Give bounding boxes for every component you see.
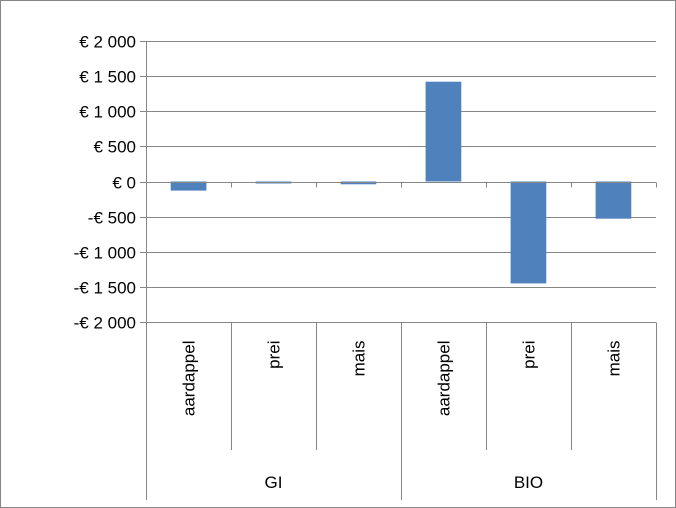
bar [170,181,207,191]
category-label: aardappel [180,341,199,417]
y-axis-tick-labels: € 2 000 € 1 500 € 1 000 € 500 € 0 -€ 500 -€ 1 … [74,33,136,333]
y-tick-label: -€ 500 [88,209,136,228]
y-tick-label: -€ 1 500 [74,279,136,298]
category-label: prei [265,341,284,369]
y-tick-label: € 1 500 [79,68,136,87]
y-tick-label: € 0 [112,174,136,193]
bar [595,181,632,219]
bars [170,81,632,284]
bar [510,181,547,284]
group-label: BIO [514,473,543,492]
y-tick-label: -€ 1 000 [74,244,136,263]
category-label: mais [605,341,624,377]
y-tick-label: € 1 000 [79,103,136,122]
category-label: prei [520,341,539,369]
y-tick-label: € 2 000 [79,33,136,52]
y-tick-label: -€ 2 000 [74,314,136,333]
y-tick-label: € 500 [93,138,136,157]
group-label: GI [265,473,283,492]
gridlines [146,41,656,323]
category-label: aardappel [435,341,454,417]
axes [140,41,657,500]
category-label: mais [350,341,369,377]
bar [425,81,462,182]
x-axis-category-labels: aardappel prei mais aardappel prei mais [180,341,624,417]
x-axis-group-labels: GI BIO [265,473,544,492]
